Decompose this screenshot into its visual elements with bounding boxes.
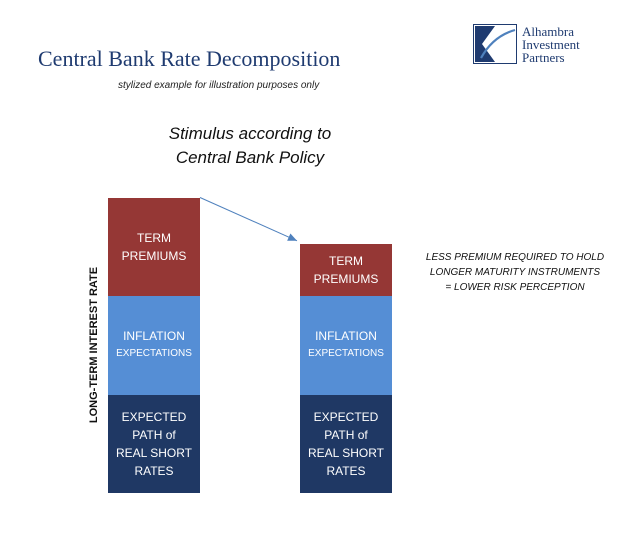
bar-label-line: REAL SHORT [115,445,193,460]
stimulus-line: Stimulus according to [168,124,332,143]
note-line: LESS PREMIUM REQUIRED TO HOLD [425,252,605,263]
bar-label-line: EXPECTATIONS [116,348,192,360]
bar-label-line: INFLATION [123,329,185,344]
bar-label-line: PATH of [132,427,176,442]
bar-label-line: TERM [328,253,363,268]
stimulus-arrowhead [287,233,297,241]
stimulus-line: Central Bank Policy [175,148,325,167]
logo-line: Investment [522,37,580,52]
bar-segment-label: INFLATION EXPECTATIONS [308,327,384,363]
bar-segment-inflation: INFLATION EXPECTATIONS [108,296,200,395]
chart-title: Central Bank Rate Decomposition [38,46,341,71]
bar-segment-expected: EXPECTED PATH of REAL SHORT RATES [300,394,392,493]
bar-label-line: INFLATION [315,329,377,344]
bar-segment-inflation: INFLATION EXPECTATIONS [300,296,392,395]
bar-label-line: EXPECTED [121,409,187,424]
bar-segment-term: TERM PREMIUMS [300,243,392,296]
note-line: = LOWER RISK PERCEPTION [445,282,585,293]
bar-segment-label: EXPECTED PATH of REAL SHORT RATES [116,408,192,480]
bar-segment-label: TERM PREMIUMS [314,252,379,288]
bar-label-line: PREMIUMS [121,248,187,263]
logo-line: Alhambra [522,24,574,39]
bar-label-line: TERM [136,230,171,245]
logo-wordmark: Alhambra Investment Partners [522,25,580,64]
bar-label-line: REAL SHORT [307,445,385,460]
bar-segment-term: TERM PREMIUMS [108,197,200,296]
bar-label-line: PREMIUMS [313,271,379,286]
bar-label-line: RATES [326,463,366,478]
bar-segment-expected: EXPECTED PATH of REAL SHORT RATES [108,394,200,493]
bar-segment-label: TERM PREMIUMS [122,229,187,265]
logo-mark-icon [473,24,517,64]
stimulus-annotation: Stimulus according to Central Bank Polic… [150,122,350,170]
bar-label-line: PATH of [324,427,368,442]
bar-label-line: RATES [134,463,174,478]
stimulus-arrow [199,197,298,242]
logo-line: Partners [522,50,565,65]
bar-segment-label: EXPECTED PATH of REAL SHORT RATES [308,408,384,480]
chart-subtitle: stylized example for illustration purpos… [118,80,320,91]
bar-label-line: EXPECTED [313,409,379,424]
risk-note: LESS PREMIUM REQUIRED TO HOLD LONGER MAT… [404,250,626,295]
bar-segment-label: INFLATION EXPECTATIONS [116,327,192,363]
bar-label-line: EXPECTATIONS [308,348,384,360]
note-line: LONGER MATURITY INSTRUMENTS [429,267,601,278]
